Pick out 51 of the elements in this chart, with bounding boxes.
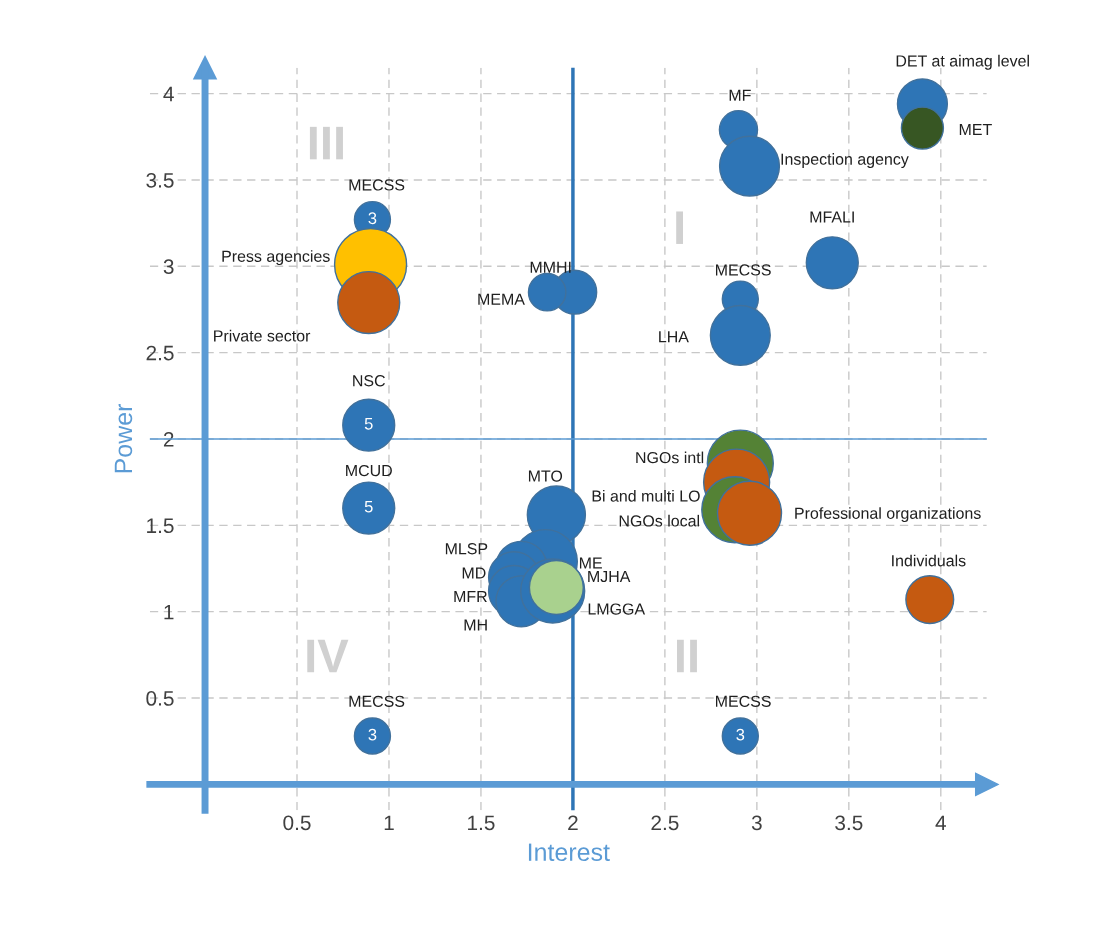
series-label: MECSS (349, 695, 405, 707)
text: Private sector (214, 329, 311, 342)
series-label: Bi and multi LO (592, 489, 700, 502)
y-axis-title: Power (114, 403, 133, 473)
x-tick-label: 0.5 (283, 815, 311, 831)
series-label: MH (464, 619, 487, 631)
y-tick-label: 1 (164, 604, 174, 620)
annotation: 5 (364, 500, 373, 513)
y-tick-label: 3 (163, 259, 174, 275)
series-label: Inspection agency (781, 153, 909, 169)
y-tick-label: 2.5 (146, 345, 174, 361)
series-label: MMHI (530, 261, 571, 273)
annotation: 3 (368, 728, 377, 741)
y-tick-label: 4 (163, 86, 174, 102)
x-tick-label: 1.5 (468, 815, 495, 831)
y-tick-label: 0.5 (146, 691, 174, 706)
series-label: MECSS (349, 179, 405, 191)
annotation: 5 (364, 418, 373, 430)
series-label: MECSS (715, 695, 771, 707)
series-label: NGOs local (619, 514, 699, 527)
series-label: MLSP (445, 543, 488, 555)
series-label: MFALI (810, 211, 854, 223)
series-label: ME (579, 557, 602, 569)
series-label: MECSS (715, 264, 771, 276)
y-tick-label: 1.5 (147, 518, 174, 534)
series-label: NGOs intl (636, 451, 704, 464)
series-label: MF (729, 89, 751, 101)
x-tick-label: 1 (384, 815, 394, 831)
annotation: 3 (368, 212, 377, 225)
y-tick-label: 3.5 (146, 172, 174, 188)
x-tick-label: 2.5 (651, 815, 679, 831)
series-label: DET at aimag level (896, 54, 1029, 70)
series-label: MCUD (346, 464, 392, 477)
annotation: 3 (736, 728, 745, 741)
x-axis-title: Interest (528, 843, 610, 862)
series-label: MD (462, 567, 486, 579)
series-label: LHA (659, 331, 689, 343)
series-label: MFR (454, 591, 487, 603)
series-label: NSC (353, 375, 385, 387)
series-label: MEMA (478, 293, 525, 305)
series-label: MJHA (588, 570, 631, 583)
series-label: LMGGA (588, 603, 646, 615)
series-label: MET (959, 124, 992, 136)
x-tick-label: 3.5 (835, 815, 863, 831)
series-label: Press agencies (222, 250, 330, 266)
series-label: Individuals (892, 554, 966, 567)
x-tick-label: 3 (751, 815, 762, 831)
x-tick-label: 4 (935, 815, 946, 831)
series-label: MTO (528, 470, 563, 482)
series-label: Professional organizations (795, 507, 981, 523)
x-tick-label: 2 (568, 815, 578, 831)
